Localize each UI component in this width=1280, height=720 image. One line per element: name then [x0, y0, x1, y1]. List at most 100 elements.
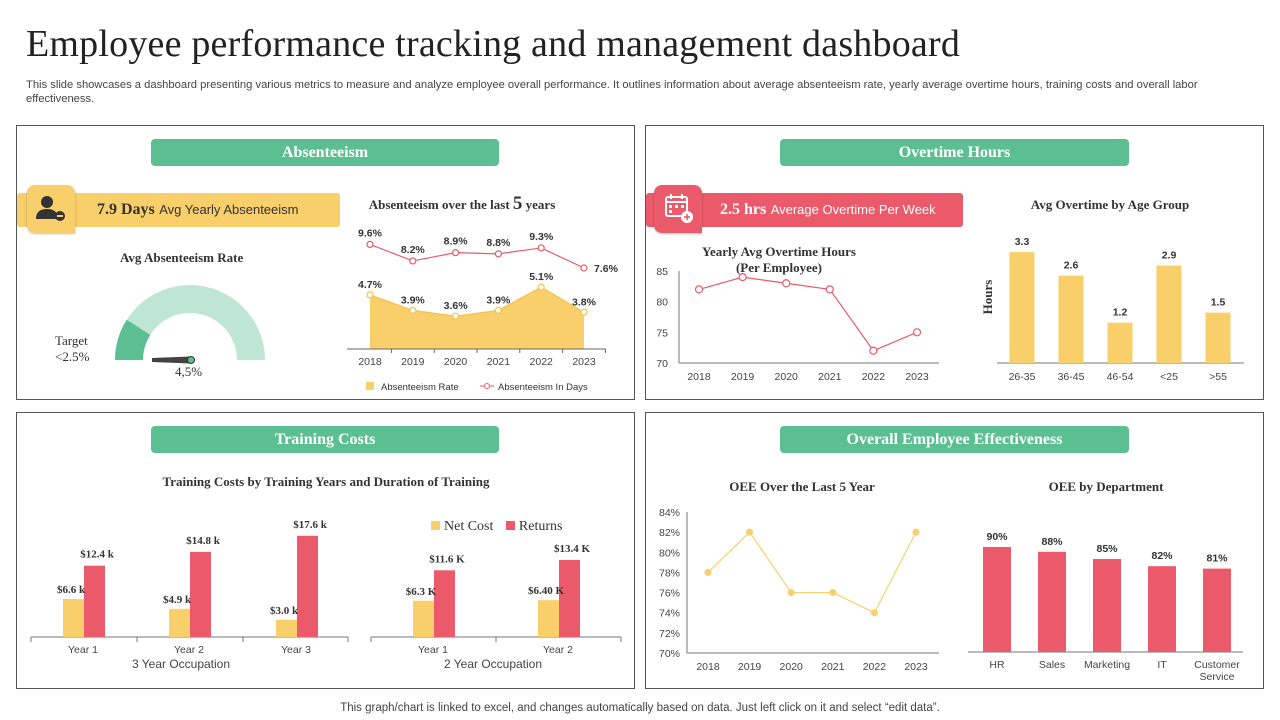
oee-dept-bar-label: 81% [1206, 553, 1228, 565]
training2-net-cost-label: $6.3 K [406, 586, 437, 598]
training3-returns-bar [190, 551, 211, 637]
oee-panel-title: Overall Employee Effectiveness [780, 426, 1129, 453]
oee5-x-tick-label: 2023 [904, 661, 928, 673]
overtime-yearly-point [825, 285, 834, 294]
absenteeism-days-point [580, 264, 588, 272]
legend-absenteeism-days-label: Absenteeism In Days [498, 382, 588, 393]
absenteeism-rate-label: 3.6% [444, 300, 469, 312]
overtime-yearly-line [698, 276, 918, 352]
oee5-point [870, 609, 878, 617]
absent5-x-tick-label: 2022 [530, 356, 554, 368]
oee-dept-bar [1148, 566, 1176, 652]
training2-net-cost-bar [413, 600, 434, 637]
oee-dept-bar-label: 88% [1041, 536, 1063, 548]
oee-dept-x-tick-label: Customer [1194, 659, 1240, 671]
overtime-age-bar [1009, 252, 1035, 363]
training-charts: Training Costs by Training Years and Dur… [30, 474, 622, 671]
oee-dept-chart-title: OEE by Department [1049, 479, 1165, 494]
overtime-yearly-subtitle: (Per Employee) [736, 260, 822, 275]
overtime-age-bar-label: 1.5 [1211, 297, 1226, 309]
overtime-yearly-title: Yearly Avg Overtime Hours [702, 244, 856, 259]
oee5-x-tick-label: 2021 [821, 661, 845, 673]
oee-dept-x-tick-label: IT [1157, 659, 1167, 671]
oee-dept-x-tick-label: Sales [1039, 659, 1065, 671]
oee-dept-x-tick-label: Marketing [1084, 659, 1130, 671]
oee5-y-tick-label: 74% [659, 608, 680, 620]
oee-dept-bar-label: 90% [986, 531, 1008, 543]
training2-returns-bar [434, 570, 455, 637]
training3-net-cost-bar [276, 619, 297, 637]
absenteeism-kpi-text: 7.9 Days Avg Yearly Absenteeism [97, 201, 298, 219]
oee5-x-tick-label: 2020 [780, 661, 804, 673]
oee5-y-tick-label: 84% [659, 507, 680, 519]
oee-dept-x-tick-label: HR [989, 659, 1005, 671]
absenteeism-days-label: 7.6% [594, 263, 619, 275]
oee-charts: OEE Over the Last 5 Year 70% 72% 74% 76% 78% 8… [659, 479, 1243, 683]
oee5-y-tick-label: 82% [659, 527, 680, 539]
legend-net-cost-swatch [431, 521, 440, 530]
overtime-age-bar [1156, 265, 1182, 363]
oee5-x-tick-label: 2019 [738, 661, 762, 673]
overtime-age-x-tick-label: >55 [1209, 371, 1227, 383]
overtime-kpi-text: 2.5 hrs Average Overtime Per Week [720, 201, 936, 219]
absenteeism-days-label: 8.2% [401, 244, 426, 256]
overtime-yearly-point [738, 273, 747, 282]
overtime-yearly-y-tick-label: 85 [656, 266, 668, 278]
absenteeism-rate-label: 3.8% [572, 296, 597, 308]
overtime-yearly-point [782, 279, 791, 288]
oee5-line [707, 531, 917, 614]
absenteeism-rate-area [370, 287, 584, 349]
gauge-target-value: <2.5% [55, 349, 90, 364]
absenteeism-days-point [452, 249, 460, 257]
overtime-age-x-tick-label: 46-54 [1107, 371, 1134, 383]
overtime-age-bar-label: 1.2 [1113, 307, 1128, 319]
overtime-yearly-x-tick-label: 2020 [775, 371, 799, 383]
absenteeism-rate-line [369, 286, 585, 317]
training3-net-cost-label: $3.0 k [270, 605, 299, 617]
training3-net-cost-label: $4.9 k [163, 594, 192, 606]
training-chart-title: Training Costs by Training Years and Dur… [163, 474, 490, 489]
training3-returns-bar [84, 565, 105, 637]
oee5-x-tick-label: 2018 [696, 661, 720, 673]
training2-net-cost-label: $6.40 K [528, 585, 565, 597]
oee5-point [829, 589, 837, 597]
absenteeism-rate-point [537, 283, 545, 291]
overtime-yearly-point [869, 346, 878, 355]
training-panel-title: Training Costs [151, 426, 499, 453]
overtime-yearly-x-tick-label: 2018 [687, 371, 711, 383]
training2-x-tick-label: Year 2 [543, 644, 573, 656]
absenteeism-kpi-icon-box [27, 185, 75, 233]
absenteeism-days-label: 8.9% [444, 236, 469, 248]
training3-x-tick-label: Year 3 [281, 644, 311, 656]
oee5-y-tick-label: 72% [659, 628, 680, 640]
oee-panel: Overall Employee Effectiveness OEE Over … [645, 412, 1264, 689]
oee-dept-bar [983, 547, 1011, 652]
overtime-yearly-x-tick-label: 2019 [731, 371, 755, 383]
overtime-age-chart: Avg Overtime by Age Group Hours 3.3 26-35 2.… [980, 197, 1244, 383]
gauge-needle-hub [187, 356, 195, 364]
oee5-y-tick-label: 80% [659, 547, 680, 559]
oee5-chart-title: OEE Over the Last 5 Year [729, 479, 875, 494]
user-minus-icon [36, 196, 65, 221]
absenteeism-rate-label: 3.9% [486, 294, 511, 306]
training3-net-cost-bar [169, 608, 190, 637]
training3-returns-bar [297, 535, 318, 637]
overtime-age-bar-label: 2.6 [1064, 260, 1079, 272]
overtime-kpi-label: Average Overtime Per Week [770, 202, 936, 217]
absent5-x-tick-label: 2019 [401, 356, 425, 368]
absenteeism-rate-point [452, 312, 460, 320]
overtime-yearly-x-tick-label: 2022 [862, 371, 886, 383]
absenteeism-days-label: 9.3% [529, 231, 554, 243]
legend-absenteeism-rate-label: Absenteeism Rate [381, 382, 459, 393]
gauge-target-label: Target [55, 333, 88, 348]
overtime-age-bar [1205, 312, 1231, 363]
oee5-point [746, 528, 754, 536]
absent5-x-tick-label: 2020 [444, 356, 468, 368]
absent5-x-tick-label: 2021 [487, 356, 511, 368]
overtime-yearly-point [912, 328, 922, 337]
oee5-y-tick-label: 78% [659, 567, 680, 579]
gauge-arc-filled [115, 319, 151, 360]
overtime-age-bar [1058, 275, 1084, 363]
legend-absenteeism-days-marker [484, 383, 490, 389]
training3-x-tick-label: Year 2 [174, 644, 204, 656]
